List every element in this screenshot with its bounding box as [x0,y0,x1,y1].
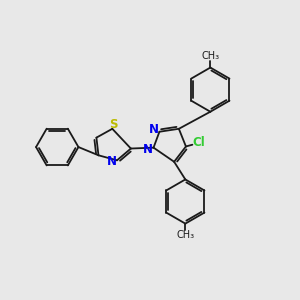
Text: N: N [107,155,117,168]
Text: N: N [143,143,153,156]
Text: Cl: Cl [192,136,205,149]
Text: CH₃: CH₃ [176,230,194,240]
Text: S: S [109,118,118,131]
Text: CH₃: CH₃ [201,51,219,62]
Text: N: N [149,123,159,136]
